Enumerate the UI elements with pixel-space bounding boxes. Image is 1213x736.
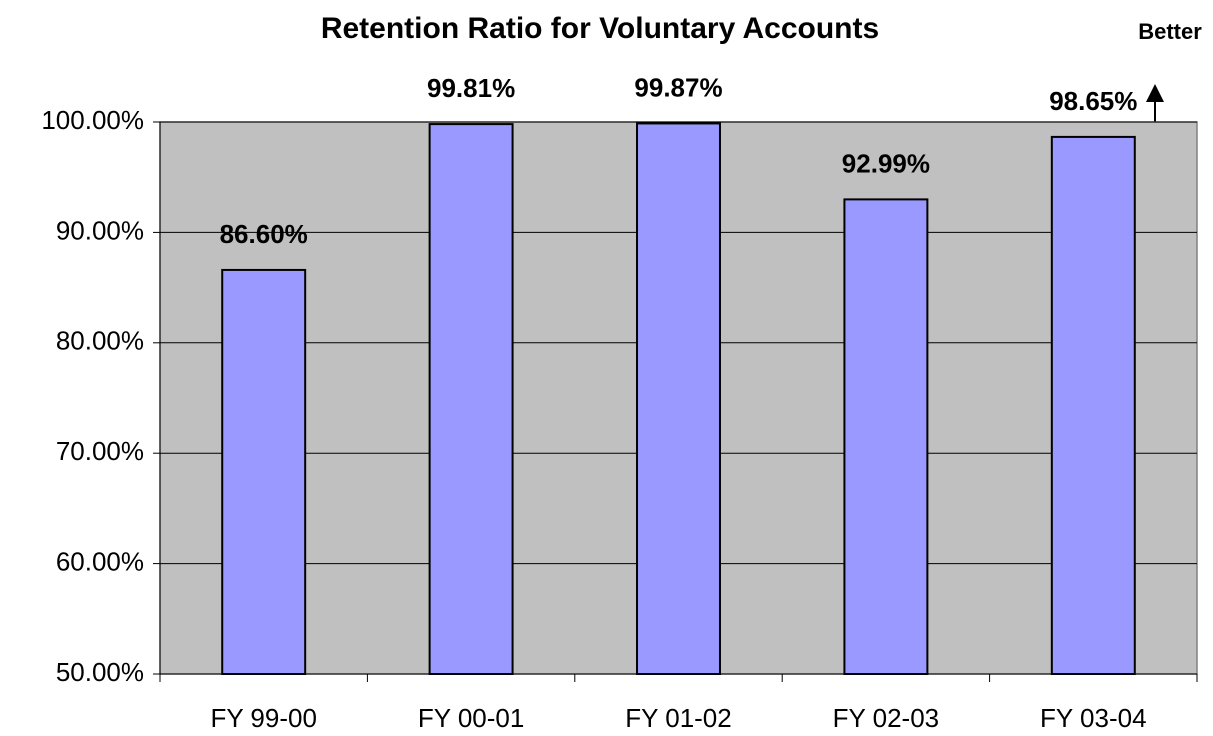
x-tick-label: FY 00-01 [418,703,524,733]
annotation: Better [1138,19,1202,44]
y-tick-label: 80.00% [56,326,144,356]
bar [1050,135,1136,676]
y-tick-label: 100.00% [41,105,144,135]
value-label: 92.99% [842,148,930,178]
bar [221,268,307,675]
bar [428,123,514,676]
value-label: 98.65% [1049,86,1137,116]
bar [843,198,929,675]
y-tick-label: 90.00% [56,215,144,245]
x-tick-label: FY 02-03 [833,703,939,733]
chart-title: Retention Ratio for Voluntary Accounts [321,12,879,45]
value-label: 86.60% [220,219,308,249]
value-label: 99.81% [427,73,515,103]
y-tick-label: 50.00% [56,657,144,687]
x-tick-label: FY 01-02 [625,703,731,733]
x-tick-label: FY 03-04 [1040,703,1146,733]
value-label: 99.87% [634,72,722,102]
y-tick-label: 70.00% [56,436,144,466]
x-tick-label: FY 99-00 [210,703,316,733]
bar [636,122,721,676]
y-tick-label: 60.00% [56,546,144,576]
